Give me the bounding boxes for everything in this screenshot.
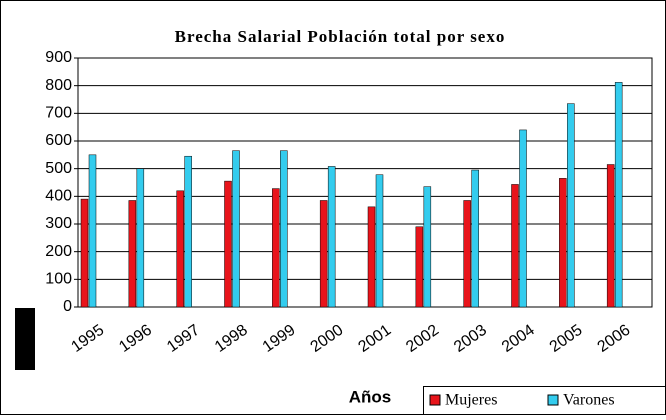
y-tick-label: 400 xyxy=(45,188,72,205)
y-tick-label: 200 xyxy=(45,243,72,260)
bar xyxy=(415,226,424,308)
chart-title: Brecha Salarial Población total por sexo xyxy=(175,27,506,46)
bar xyxy=(423,186,432,308)
black-block xyxy=(15,308,35,370)
x-axis-label: Años xyxy=(349,387,392,406)
bar xyxy=(272,188,280,308)
legend xyxy=(423,386,666,415)
bar xyxy=(280,150,288,308)
y-tick-label: 0 xyxy=(63,298,72,315)
y-tick-label: 900 xyxy=(45,49,72,66)
bar xyxy=(232,150,240,308)
legend-swatch xyxy=(429,394,441,406)
bar xyxy=(375,174,384,308)
bar xyxy=(511,184,519,308)
bar xyxy=(367,206,376,308)
bar xyxy=(184,155,192,308)
bar xyxy=(567,103,575,308)
bar xyxy=(327,166,336,308)
bar xyxy=(128,200,137,308)
bar xyxy=(176,190,184,308)
bar xyxy=(463,200,471,308)
y-tick-label: 500 xyxy=(45,160,72,177)
bar xyxy=(136,168,145,308)
bar xyxy=(614,82,623,308)
y-tick-label: 800 xyxy=(45,77,72,94)
y-tick-label: 300 xyxy=(45,215,72,232)
bar xyxy=(606,164,615,308)
legend-label: Varones xyxy=(563,392,615,409)
bar xyxy=(224,180,232,308)
bar xyxy=(319,200,328,308)
y-tick-label: 700 xyxy=(45,105,72,122)
bar xyxy=(559,178,567,308)
legend-swatch xyxy=(547,394,559,406)
bar xyxy=(80,198,89,308)
y-tick-label: 100 xyxy=(45,271,72,288)
bar xyxy=(88,154,97,308)
bar xyxy=(471,169,479,308)
legend-label: Mujeres xyxy=(445,392,497,409)
y-tick-label: 600 xyxy=(45,132,72,149)
bar xyxy=(519,129,527,308)
